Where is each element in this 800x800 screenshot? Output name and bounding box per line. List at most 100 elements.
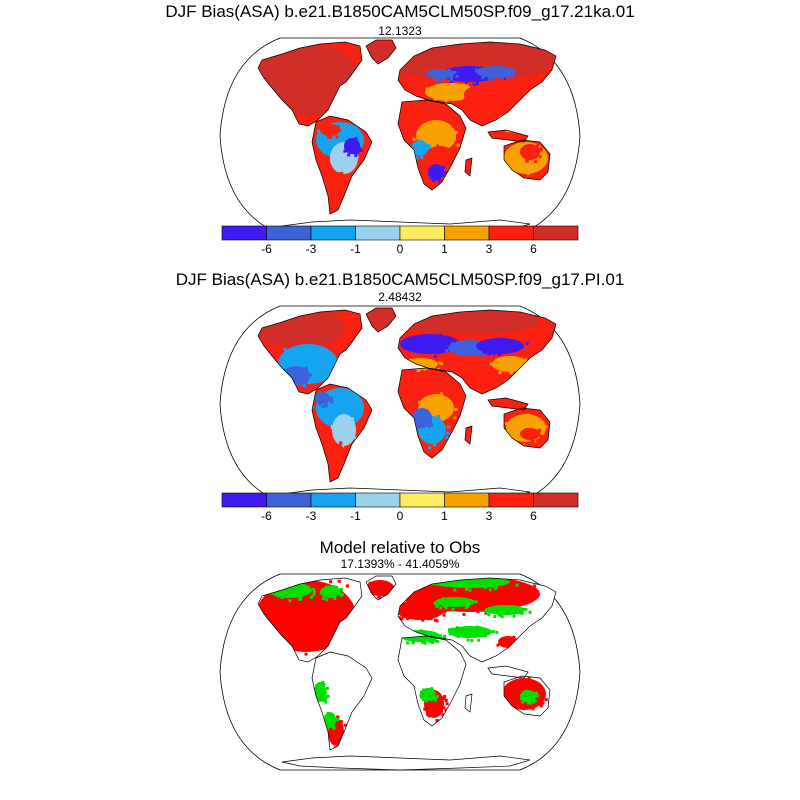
colorbar-tick-label: -3: [306, 242, 317, 255]
speckle-mark: [521, 433, 525, 437]
speckle-mark: [353, 53, 357, 57]
speckle-mark: [338, 128, 342, 132]
speckle-mark: [419, 694, 423, 698]
speckle-mark: [352, 146, 356, 150]
speckle-mark: [478, 69, 481, 73]
speckle-mark: [403, 74, 407, 78]
speckle-mark: [333, 467, 337, 471]
speckle-mark: [458, 345, 462, 349]
speckle-mark: [327, 135, 330, 139]
speckle-mark: [309, 371, 313, 375]
speckle-mark: [354, 152, 358, 156]
coastline-eurasia: [397, 41, 557, 127]
speckle-mark: [425, 702, 429, 706]
speckle-mark: [436, 178, 440, 182]
speckle-mark: [475, 83, 479, 87]
speckle-mark: [413, 590, 417, 594]
speckle-mark: [466, 604, 470, 608]
speckle-mark: [495, 75, 499, 79]
speckle-mark: [456, 634, 460, 638]
speckle-mark: [324, 402, 328, 406]
panel1-colorbar: -6 -3 -1 0 1 3 6: [221, 225, 579, 255]
speckle-mark: [456, 341, 460, 345]
speckle-mark: [303, 384, 306, 387]
speckle-mark: [506, 688, 510, 692]
speckle-mark: [350, 417, 354, 421]
speckle-mark: [449, 96, 453, 100]
speckle-mark: [421, 422, 425, 425]
speckle-mark: [417, 400, 421, 404]
speckle-mark: [416, 425, 420, 429]
speckle-mark: [508, 319, 512, 323]
speckle-mark: [488, 75, 492, 79]
speckle-mark: [325, 715, 329, 719]
speckle-mark: [335, 741, 339, 745]
coastline-indonesia: [487, 397, 529, 411]
speckle-mark: [326, 128, 329, 131]
bias-region: [492, 356, 528, 372]
speckle-mark: [475, 365, 479, 369]
speckle-mark: [433, 442, 436, 446]
speckle-mark: [425, 57, 429, 61]
speckle-mark: [533, 680, 537, 684]
speckle-mark: [440, 362, 444, 366]
speckle-mark: [415, 156, 419, 160]
speckle-mark: [535, 439, 539, 443]
speckle-mark: [494, 580, 498, 584]
speckle-mark: [531, 148, 535, 152]
speckle-mark: [400, 617, 404, 621]
speckle-mark: [323, 688, 327, 692]
bias-region: [442, 360, 498, 376]
speckle-mark: [336, 125, 340, 129]
colorbar-bin: [221, 225, 267, 241]
speckle-mark: [485, 351, 489, 355]
speckle-mark: [455, 602, 459, 606]
speckle-mark: [516, 606, 520, 609]
speckle-mark: [521, 699, 525, 703]
speckle-mark: [521, 607, 525, 611]
speckle-mark: [423, 347, 426, 350]
speckle-mark: [530, 440, 534, 444]
speckle-mark: [340, 593, 344, 597]
speckle-mark: [385, 46, 389, 50]
speckle-mark: [370, 319, 374, 322]
speckle-mark: [462, 581, 466, 585]
speckle-mark: [492, 364, 496, 368]
speckle-mark: [416, 346, 419, 350]
speckle-mark: [502, 609, 506, 613]
speckle-mark: [401, 614, 405, 618]
speckle-mark: [451, 583, 455, 587]
speckle-mark: [519, 587, 523, 590]
speckle-mark: [340, 401, 344, 404]
speckle-mark: [419, 629, 423, 633]
speckle-mark: [525, 159, 529, 162]
speckle-mark: [425, 365, 429, 369]
speckle-mark: [483, 94, 487, 98]
speckle-mark: [454, 408, 458, 411]
speckle-mark: [477, 638, 481, 642]
colorbar-tick-label: 6: [530, 242, 537, 255]
speckle-mark: [286, 91, 290, 95]
speckle-mark: [339, 415, 343, 418]
speckle-mark: [443, 635, 447, 639]
speckle-mark: [431, 689, 435, 693]
speckle-mark: [435, 695, 439, 699]
speckle-mark: [481, 353, 485, 357]
colorbar-bin: [444, 492, 490, 508]
speckle-mark: [519, 696, 523, 700]
speckle-mark: [524, 699, 527, 703]
speckle-mark: [490, 88, 494, 92]
speckle-mark: [405, 88, 409, 92]
speckle-mark: [543, 71, 547, 75]
speckle-mark: [338, 430, 342, 434]
speckle-mark: [321, 405, 325, 408]
speckle-mark: [304, 385, 308, 389]
speckle-mark: [463, 98, 467, 101]
speckle-mark: [312, 593, 316, 597]
speckle-mark: [428, 123, 432, 127]
speckle-mark: [469, 60, 473, 64]
speckle-mark: [505, 422, 508, 426]
speckle-mark: [532, 145, 536, 149]
speckle-mark: [512, 614, 516, 618]
speckle-mark: [336, 715, 340, 719]
